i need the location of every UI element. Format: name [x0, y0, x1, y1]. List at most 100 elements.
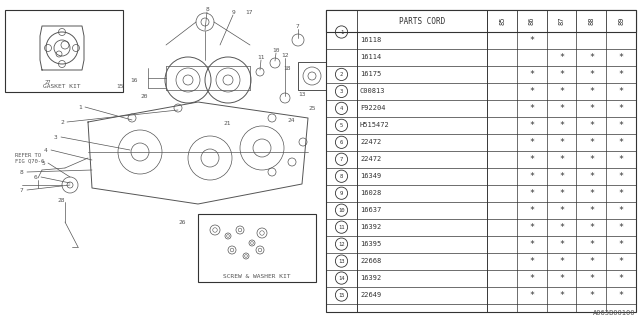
Text: *: * — [559, 257, 564, 266]
Text: *: * — [559, 87, 564, 96]
Text: *: * — [619, 70, 623, 79]
Text: *: * — [559, 155, 564, 164]
Text: *: * — [619, 155, 623, 164]
Text: *: * — [589, 138, 594, 147]
Text: 28: 28 — [57, 197, 65, 203]
Text: *: * — [529, 189, 534, 198]
Text: 8: 8 — [340, 174, 343, 179]
Text: *: * — [529, 240, 534, 249]
Text: *: * — [529, 291, 534, 300]
Text: 16028: 16028 — [360, 190, 381, 196]
Text: *: * — [559, 274, 564, 283]
Text: 16114: 16114 — [360, 54, 381, 60]
Text: 7: 7 — [340, 157, 343, 162]
Text: 4: 4 — [44, 148, 48, 153]
Text: *: * — [529, 104, 534, 113]
Bar — [198, 214, 316, 282]
Text: 26: 26 — [178, 220, 186, 225]
Text: 17: 17 — [245, 10, 253, 14]
Text: *: * — [589, 291, 594, 300]
Text: *: * — [529, 206, 534, 215]
Text: *: * — [589, 53, 594, 62]
Text: 2: 2 — [60, 119, 64, 124]
Text: 88: 88 — [588, 17, 595, 25]
Text: *: * — [589, 104, 594, 113]
Text: *: * — [559, 138, 564, 147]
Text: *: * — [619, 172, 623, 181]
Text: 7: 7 — [296, 23, 300, 28]
Text: 15: 15 — [116, 84, 124, 89]
Text: *: * — [529, 257, 534, 266]
Text: 10: 10 — [272, 47, 280, 52]
Text: 13: 13 — [339, 259, 345, 264]
Text: *: * — [589, 240, 594, 249]
Text: 18: 18 — [284, 66, 291, 70]
Text: REFER TO: REFER TO — [15, 153, 41, 157]
Text: *: * — [589, 87, 594, 96]
Text: *: * — [589, 189, 594, 198]
Text: 8: 8 — [20, 170, 24, 174]
Text: *: * — [559, 189, 564, 198]
Text: *: * — [619, 274, 623, 283]
Text: 6: 6 — [340, 140, 343, 145]
Text: 22668: 22668 — [360, 258, 381, 264]
Text: *: * — [619, 206, 623, 215]
Text: 13: 13 — [298, 92, 306, 97]
Text: *: * — [559, 53, 564, 62]
Text: *: * — [619, 104, 623, 113]
Text: 6: 6 — [34, 174, 38, 180]
Text: 16118: 16118 — [360, 37, 381, 44]
Text: SCREW & WASHER KIT: SCREW & WASHER KIT — [223, 274, 291, 278]
Text: *: * — [589, 155, 594, 164]
Text: *: * — [559, 240, 564, 249]
Text: *: * — [559, 291, 564, 300]
Text: *: * — [559, 70, 564, 79]
Text: *: * — [619, 223, 623, 232]
Text: 11: 11 — [339, 225, 345, 230]
Text: GASKET KIT: GASKET KIT — [44, 84, 81, 89]
Text: 4: 4 — [340, 106, 343, 111]
Text: *: * — [619, 138, 623, 147]
Text: 87: 87 — [559, 17, 564, 25]
Text: 3: 3 — [340, 89, 343, 94]
Bar — [298, 62, 326, 90]
Text: 16349: 16349 — [360, 173, 381, 179]
Text: *: * — [619, 121, 623, 130]
Text: 16175: 16175 — [360, 71, 381, 77]
Text: PARTS CORD: PARTS CORD — [399, 17, 445, 26]
Text: *: * — [619, 257, 623, 266]
Text: *: * — [589, 172, 594, 181]
Text: *: * — [589, 70, 594, 79]
Text: 27: 27 — [45, 79, 51, 84]
Text: H515472: H515472 — [360, 122, 390, 128]
Text: *: * — [529, 121, 534, 130]
Text: 22472: 22472 — [360, 139, 381, 145]
Text: *: * — [589, 257, 594, 266]
Text: *: * — [529, 155, 534, 164]
Text: *: * — [589, 274, 594, 283]
Text: 22472: 22472 — [360, 156, 381, 162]
Text: *: * — [589, 223, 594, 232]
Text: *: * — [559, 206, 564, 215]
Text: *: * — [619, 291, 623, 300]
Text: 16392: 16392 — [360, 275, 381, 281]
Text: 21: 21 — [223, 121, 230, 125]
Text: *: * — [559, 104, 564, 113]
Text: 10: 10 — [339, 208, 345, 213]
Text: *: * — [529, 223, 534, 232]
Text: 15: 15 — [339, 292, 345, 298]
Text: *: * — [559, 172, 564, 181]
Text: *: * — [559, 121, 564, 130]
Text: 3: 3 — [54, 134, 58, 140]
Text: *: * — [589, 206, 594, 215]
Text: 24: 24 — [287, 117, 294, 123]
Text: *: * — [529, 172, 534, 181]
Bar — [326, 10, 636, 312]
Text: A063B00100: A063B00100 — [593, 310, 635, 316]
Text: 9: 9 — [340, 191, 343, 196]
Text: 8: 8 — [205, 6, 209, 12]
Text: 16637: 16637 — [360, 207, 381, 213]
Text: 5: 5 — [340, 123, 343, 128]
Text: 1: 1 — [340, 29, 343, 35]
Text: 12: 12 — [281, 52, 289, 58]
